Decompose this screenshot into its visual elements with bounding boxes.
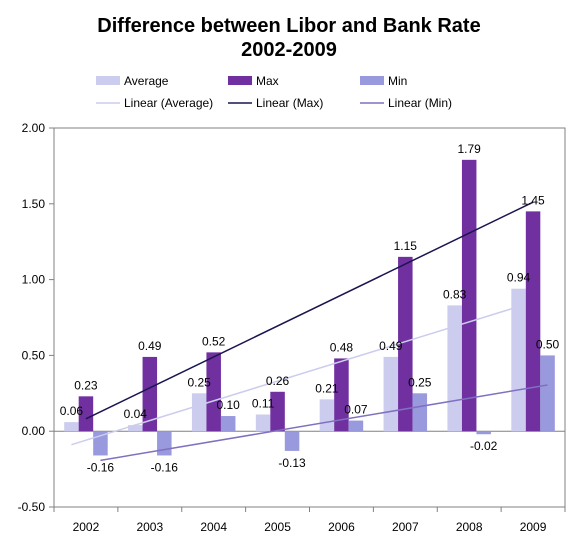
legend-swatch-min [360, 76, 384, 85]
bar-min [412, 393, 428, 432]
legend: Average Max Min Linear (Average) Linear (Max… [96, 74, 452, 110]
bar-max [461, 159, 477, 432]
data-label-average: 0.83 [443, 287, 467, 301]
y-tick-label: -0.50 [18, 500, 46, 514]
data-label-max: 0.52 [202, 334, 226, 348]
data-label-min: 0.10 [217, 398, 241, 412]
x-tick-label: 2006 [328, 520, 355, 534]
x-tick-label: 2007 [392, 520, 419, 534]
data-label-max: 1.79 [458, 142, 482, 156]
plot-area: -0.50 0.00 0.50 1.00 1.50 2.00 2002 2003 2004 200… [18, 121, 566, 534]
y-tick-label: 2.00 [22, 121, 46, 135]
bar-average [383, 356, 399, 432]
y-tick-label: 1.50 [22, 197, 46, 211]
bar-min [476, 431, 491, 435]
bar-average [255, 414, 271, 432]
chart-title-line-1: Difference between Libor and Bank Rate [97, 15, 480, 37]
legend-label-min: Min [388, 74, 407, 88]
legend-trend-label-min: Linear (Min) [388, 96, 452, 110]
bar-min [284, 431, 300, 451]
bar-max [78, 396, 94, 432]
data-label-min: -0.13 [278, 456, 306, 470]
bar-max [334, 358, 349, 432]
data-label-average: 0.11 [252, 397, 275, 411]
legend-swatch-max [228, 76, 252, 85]
bar-max [142, 356, 158, 432]
x-tick-label: 2008 [456, 520, 483, 534]
chart-title-line-2: 2002-2009 [241, 39, 337, 61]
bar-min [157, 431, 172, 456]
data-label-average: 0.21 [315, 381, 339, 395]
bar-max [525, 211, 541, 432]
bar-average [191, 393, 207, 432]
data-label-max: 0.23 [74, 378, 98, 392]
data-label-min: 0.07 [344, 403, 368, 417]
bar-average [128, 425, 143, 432]
x-tick-label: 2005 [264, 520, 291, 534]
legend-swatch-average [96, 76, 120, 85]
data-label-min: -0.16 [87, 460, 115, 474]
data-label-max: 1.45 [521, 193, 545, 207]
data-label-min: -0.16 [151, 460, 179, 474]
legend-label-max: Max [256, 74, 279, 88]
trendline-min [100, 384, 548, 462]
bar-min [220, 416, 236, 432]
trendline-max [85, 201, 534, 420]
data-label-max: 0.48 [330, 340, 354, 354]
x-tick-label: 2009 [520, 520, 547, 534]
data-label-average: 0.06 [60, 404, 84, 418]
bar-min [540, 355, 555, 432]
y-tick-label: 0.00 [22, 424, 46, 438]
bar-max [398, 256, 413, 432]
legend-label-average: Average [124, 74, 169, 88]
bar-min [348, 420, 364, 432]
data-label-average: 0.94 [507, 271, 531, 285]
bar-average [511, 288, 526, 432]
data-label-min: -0.02 [470, 439, 498, 453]
x-tick-label: 2003 [136, 520, 163, 534]
x-tick-label: 2004 [200, 520, 227, 534]
y-tick-label: 1.00 [22, 273, 46, 287]
y-tick-label: 0.50 [22, 348, 46, 362]
bar-average [319, 399, 335, 432]
bar-max [206, 352, 221, 432]
legend-trend-label-max: Linear (Max) [256, 96, 323, 110]
x-tick-label: 2002 [73, 520, 100, 534]
data-label-average: 0.49 [379, 339, 403, 353]
data-label-average: 0.25 [188, 375, 212, 389]
data-label-max: 0.49 [138, 339, 162, 353]
legend-trend-label-average: Linear (Average) [124, 96, 213, 110]
trendline-average [71, 305, 519, 446]
bar-max [270, 391, 285, 432]
data-label-max: 0.26 [266, 374, 290, 388]
data-label-min: 0.50 [536, 337, 560, 351]
data-label-min: 0.25 [408, 375, 432, 389]
data-label-max: 1.15 [394, 239, 418, 253]
bar-average [64, 422, 79, 432]
data-label-average: 0.04 [124, 407, 148, 421]
